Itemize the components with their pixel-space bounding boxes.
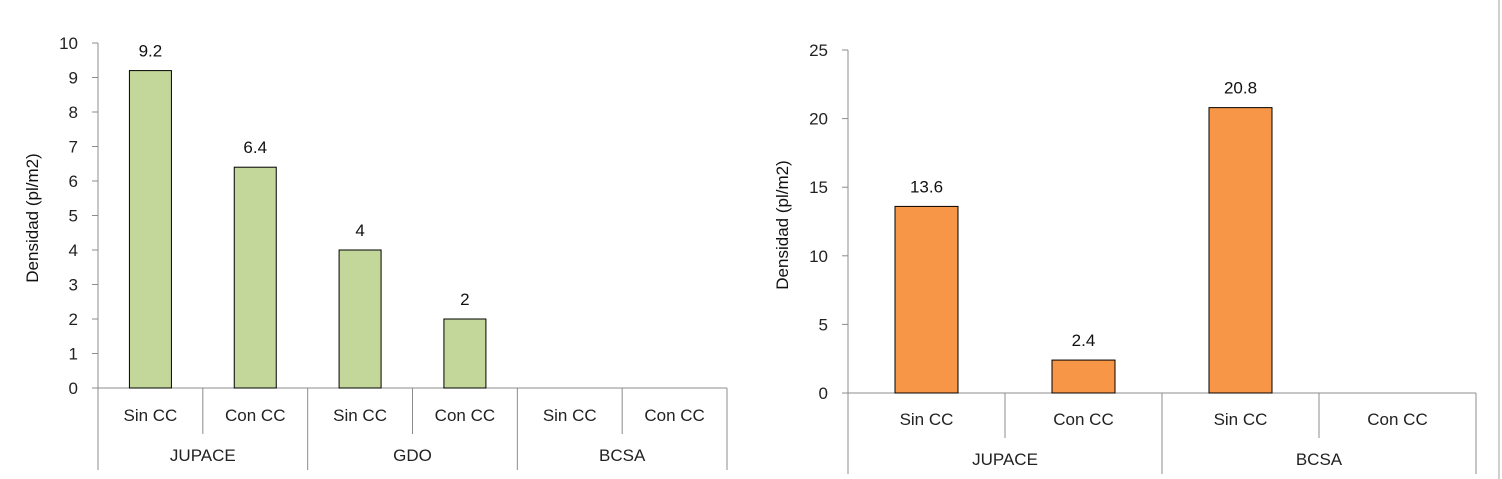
y-tick-label: 10 [59, 34, 78, 53]
y-tick-label: 7 [69, 138, 78, 157]
y-tick-label: 25 [809, 41, 828, 60]
data-label: 2 [460, 290, 469, 309]
group-label: BCSA [1296, 450, 1343, 469]
category-label: Sin CC [123, 406, 177, 425]
data-label: 4 [355, 221, 364, 240]
y-tick-label: 0 [819, 384, 828, 403]
y-tick-label: 4 [69, 241, 78, 260]
y-tick-label: 20 [809, 110, 828, 129]
y-tick-label: 5 [69, 207, 78, 226]
y-axis-label: Densidad (pl/m2) [23, 153, 42, 282]
y-tick-label: 15 [809, 178, 828, 197]
y-tick-label: 10 [809, 247, 828, 266]
group-label: GDO [393, 446, 432, 465]
category-label: Sin CC [1214, 410, 1268, 429]
category-label: Sin CC [900, 410, 954, 429]
y-tick-label: 0 [69, 379, 78, 398]
bar [1051, 359, 1116, 394]
category-label: Con CC [435, 406, 495, 425]
chart-left: Densidad (pl/m2) 0 1 2 3 4 5 6 7 8 9 10 9.2 Sin CC 6.… [23, 34, 728, 470]
category-label: Con CC [1367, 410, 1427, 429]
category-label: Sin CC [543, 406, 597, 425]
category-label: Sin CC [333, 406, 387, 425]
category-label: Con CC [225, 406, 285, 425]
category-label: Con CC [644, 406, 704, 425]
bar [233, 166, 277, 389]
bar [1208, 107, 1273, 394]
y-axis-label: Densidad (pl/m2) [773, 160, 792, 289]
y-tick-label: 5 [819, 315, 828, 334]
y-tick-label: 6 [69, 172, 78, 191]
group-label: JUPACE [170, 446, 236, 465]
data-label: 6.4 [243, 138, 267, 157]
y-tick-label: 3 [69, 276, 78, 295]
data-label: 9.2 [139, 42, 163, 61]
y-tick-label: 2 [69, 310, 78, 329]
chart-right: Densidad (pl/m2) 0 5 10 15 20 25 13.6 Sin CC 2.4… [773, 41, 1477, 474]
bar [338, 249, 382, 389]
bar [128, 70, 172, 389]
bar [894, 205, 959, 394]
category-label: Con CC [1053, 410, 1113, 429]
y-tick-label: 1 [69, 345, 78, 364]
group-label: JUPACE [972, 450, 1038, 469]
group-label: BCSA [599, 446, 646, 465]
data-label: 2.4 [1072, 331, 1096, 350]
bar [443, 318, 487, 389]
data-label: 13.6 [910, 177, 943, 196]
y-tick-label: 9 [69, 69, 78, 88]
y-tick-label: 8 [69, 103, 78, 122]
data-label: 20.8 [1224, 79, 1257, 98]
